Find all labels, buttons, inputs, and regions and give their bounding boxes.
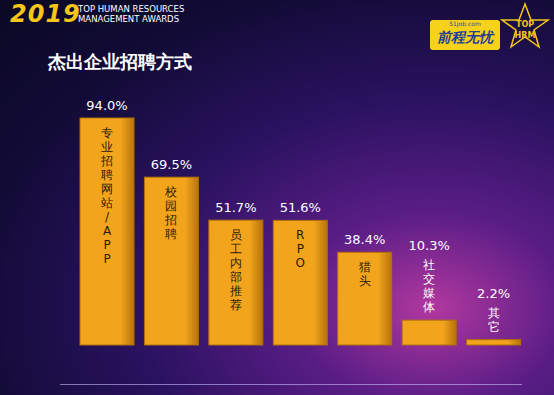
svg-text:荐: 荐 — [230, 298, 242, 312]
html-text:前程无忧: 前程无忧 — [437, 29, 493, 45]
svg-text:38.4%: 38.4% — [344, 232, 385, 247]
svg-text:媒: 媒 — [423, 286, 435, 300]
svg-text:体: 体 — [423, 300, 435, 314]
svg-text:猎: 猎 — [359, 260, 371, 274]
html-text:MANAGEMENT AWARDS: MANAGEMENT AWARDS — [78, 14, 179, 24]
svg-text:专: 专 — [101, 126, 113, 140]
svg-text:推: 推 — [230, 284, 242, 298]
svg-text:站: 站 — [101, 196, 113, 210]
html-text:杰出企业招聘方式: 杰出企业招聘方式 — [48, 51, 192, 72]
svg-text:2.2%: 2.2% — [477, 286, 510, 301]
svg-text:工: 工 — [230, 242, 242, 256]
svg-text:招: 招 — [100, 154, 113, 168]
svg-text:头: 头 — [359, 274, 371, 288]
svg-text:聘: 聘 — [165, 227, 177, 241]
svg-text:P: P — [297, 242, 304, 256]
svg-text:/: / — [105, 210, 110, 224]
svg-text:园: 园 — [165, 199, 177, 213]
svg-text:交: 交 — [423, 272, 435, 286]
svg-text:O: O — [296, 256, 305, 270]
svg-text:HRM: HRM — [515, 31, 536, 40]
svg-text:聘: 聘 — [101, 168, 113, 182]
svg-text:R: R — [296, 228, 304, 242]
svg-text:P: P — [103, 238, 110, 252]
svg-text:它: 它 — [488, 320, 500, 334]
svg-text:招: 招 — [164, 213, 177, 227]
svg-text:内: 内 — [230, 256, 242, 270]
html-text:TOP HUMAN RESOURCES: TOP HUMAN RESOURCES — [78, 4, 185, 14]
html-text:51job.com: 51job.com — [449, 20, 481, 27]
svg-text:部: 部 — [230, 270, 242, 284]
svg-text:69.5%: 69.5% — [151, 157, 192, 172]
html-text:2019: 2019 — [10, 0, 81, 28]
svg-text:员: 员 — [230, 228, 242, 242]
svg-text:网: 网 — [101, 182, 113, 196]
svg-text:P: P — [103, 252, 110, 266]
svg-text:校: 校 — [164, 185, 177, 199]
svg-text:51.6%: 51.6% — [280, 200, 321, 215]
svg-text:其: 其 — [488, 306, 500, 320]
svg-text:A: A — [103, 224, 112, 238]
svg-text:94.0%: 94.0% — [86, 98, 127, 113]
svg-text:业: 业 — [101, 140, 113, 154]
svg-text:10.3%: 10.3% — [408, 238, 449, 253]
svg-text:TOP: TOP — [516, 20, 534, 29]
svg-text:社: 社 — [423, 258, 435, 272]
svg-text:51.7%: 51.7% — [215, 200, 256, 215]
